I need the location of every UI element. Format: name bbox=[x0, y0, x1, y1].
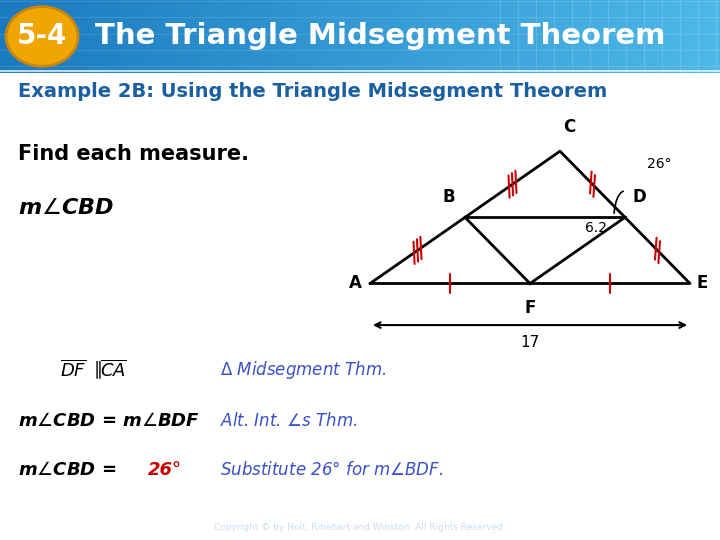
Text: Example 2B: Using the Triangle Midsegment Theorem: Example 2B: Using the Triangle Midsegmen… bbox=[18, 82, 607, 100]
Text: D: D bbox=[632, 188, 646, 206]
Ellipse shape bbox=[6, 6, 78, 66]
Text: B: B bbox=[442, 188, 455, 206]
Text: m$\angle$CBD: m$\angle$CBD bbox=[18, 197, 114, 218]
Text: 26°: 26° bbox=[647, 158, 672, 171]
Text: 17: 17 bbox=[521, 334, 539, 349]
Text: 5-4: 5-4 bbox=[17, 23, 67, 50]
Text: C: C bbox=[563, 118, 575, 136]
Text: A: A bbox=[349, 274, 362, 293]
Text: m$\angle$CBD =: m$\angle$CBD = bbox=[18, 461, 118, 479]
Text: $\overline{CA}$: $\overline{CA}$ bbox=[100, 359, 127, 380]
Text: E: E bbox=[696, 274, 707, 293]
Text: $\overline{DF}$: $\overline{DF}$ bbox=[60, 359, 86, 380]
Text: F: F bbox=[524, 299, 536, 316]
Text: $\Delta$ Midsegment Thm.: $\Delta$ Midsegment Thm. bbox=[220, 359, 387, 381]
Text: Find each measure.: Find each measure. bbox=[18, 144, 249, 164]
Text: The Triangle Midsegment Theorem: The Triangle Midsegment Theorem bbox=[95, 23, 665, 50]
Text: 6.2: 6.2 bbox=[585, 221, 608, 235]
Text: Substitute 26° for m$\angle$BDF.: Substitute 26° for m$\angle$BDF. bbox=[220, 461, 444, 479]
Text: $\parallel$: $\parallel$ bbox=[90, 359, 102, 381]
Text: Holt Geometry: Holt Geometry bbox=[14, 501, 151, 519]
Text: Copyright © by Holt, Rinehart and Winston. All Rights Reserved.: Copyright © by Holt, Rinehart and Winsto… bbox=[214, 523, 506, 532]
Text: 26°: 26° bbox=[148, 461, 182, 479]
Text: Alt. Int. $\angle$s Thm.: Alt. Int. $\angle$s Thm. bbox=[220, 412, 357, 430]
Text: m$\angle$CBD = m$\angle$BDF: m$\angle$CBD = m$\angle$BDF bbox=[18, 412, 200, 430]
